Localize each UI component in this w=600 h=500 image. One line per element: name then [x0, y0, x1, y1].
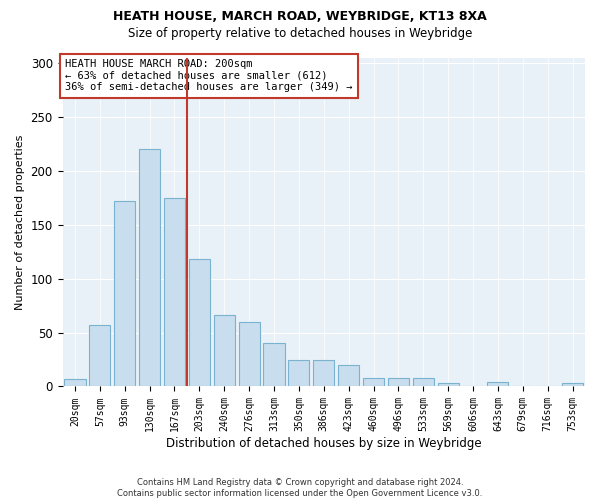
- Y-axis label: Number of detached properties: Number of detached properties: [15, 134, 25, 310]
- Bar: [363, 378, 384, 386]
- Bar: [139, 149, 160, 386]
- Bar: [289, 360, 310, 386]
- Bar: [388, 378, 409, 386]
- Bar: [214, 316, 235, 386]
- Bar: [562, 383, 583, 386]
- Text: Size of property relative to detached houses in Weybridge: Size of property relative to detached ho…: [128, 28, 472, 40]
- Bar: [437, 383, 459, 386]
- Bar: [64, 379, 86, 386]
- X-axis label: Distribution of detached houses by size in Weybridge: Distribution of detached houses by size …: [166, 437, 482, 450]
- Text: Contains HM Land Registry data © Crown copyright and database right 2024.
Contai: Contains HM Land Registry data © Crown c…: [118, 478, 482, 498]
- Bar: [263, 344, 284, 386]
- Bar: [338, 365, 359, 386]
- Bar: [413, 378, 434, 386]
- Bar: [313, 360, 334, 386]
- Bar: [239, 322, 260, 386]
- Bar: [487, 382, 508, 386]
- Bar: [89, 325, 110, 386]
- Bar: [164, 198, 185, 386]
- Bar: [189, 259, 210, 386]
- Bar: [114, 201, 136, 386]
- Text: HEATH HOUSE MARCH ROAD: 200sqm
← 63% of detached houses are smaller (612)
36% of: HEATH HOUSE MARCH ROAD: 200sqm ← 63% of …: [65, 59, 353, 92]
- Text: HEATH HOUSE, MARCH ROAD, WEYBRIDGE, KT13 8XA: HEATH HOUSE, MARCH ROAD, WEYBRIDGE, KT13…: [113, 10, 487, 23]
